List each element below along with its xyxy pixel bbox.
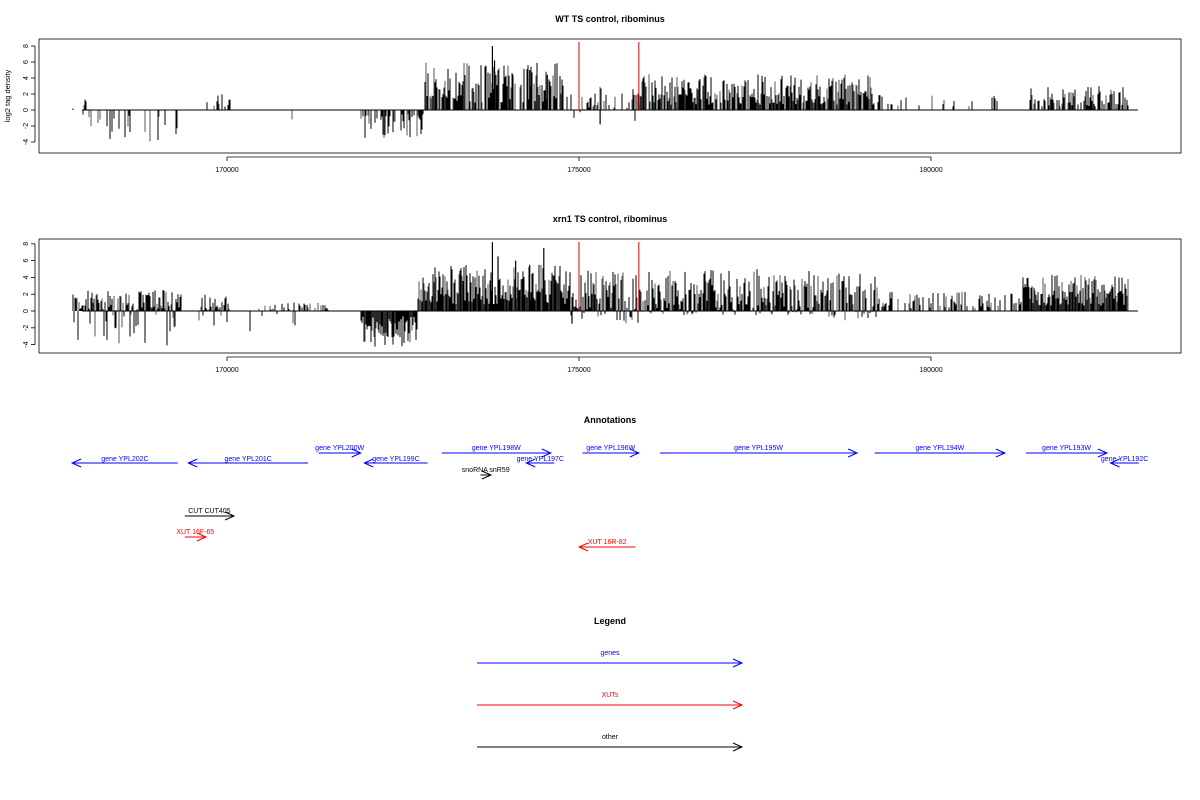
y-tick-label: 8 xyxy=(23,44,30,48)
feature-gene-ypl201c: gene YPL201C xyxy=(187,456,308,468)
wt-track-plot-frame xyxy=(38,38,1182,154)
feature-label: gene YPL196W xyxy=(586,445,635,452)
feature-label: gene YPL194W xyxy=(915,445,964,452)
feature-label: gene YPL199C xyxy=(372,456,419,463)
y-tick-label: 6 xyxy=(23,259,30,263)
feature-label: gene YPL193W xyxy=(1042,445,1091,452)
legend-title: Legend xyxy=(594,616,626,626)
feature-gene-ypl194w: gene YPL194W xyxy=(874,445,1007,458)
y-tick-label: 2 xyxy=(23,92,30,96)
xrn1-track-bars xyxy=(72,242,1129,347)
legend-arrow-head xyxy=(732,700,744,710)
feature-label: gene YPL197C xyxy=(517,456,564,463)
wt-track-y-axis: -4 -2 0 2 4 6 8 xyxy=(23,44,36,145)
feature-label: XUT 16F-65 xyxy=(176,529,214,536)
feature-gene-ypl193w: gene YPL193W xyxy=(1026,445,1109,458)
y-tick-label: 2 xyxy=(23,292,30,296)
feature-arrow-head xyxy=(629,448,641,458)
feature-arrow-head xyxy=(351,448,362,458)
feature-gene-ypl197c: gene YPL197C xyxy=(517,456,564,468)
x-tick-label: 170000 xyxy=(215,367,238,374)
feature-label: gene YPL200W xyxy=(315,445,364,452)
feature-snorna-snr59: snoRNA snR59 xyxy=(462,467,510,480)
feature-gene-ypl196w: gene YPL196W xyxy=(582,445,641,458)
x-tick-label: 170000 xyxy=(215,167,238,174)
feature-arrow-head xyxy=(196,532,208,542)
y-tick-label: 8 xyxy=(23,242,30,246)
feature-arrow-head xyxy=(187,458,198,468)
annotations-panel: Annotations gene YPL202C gene YPL201Cgene… xyxy=(70,415,1148,552)
feature-label: gene YPL195W xyxy=(734,445,783,452)
legend-arrow-head xyxy=(732,658,744,668)
wt-track-markers xyxy=(578,42,640,110)
feature-gene-ypl200w: gene YPL200W xyxy=(315,445,364,458)
wt-track-bars xyxy=(72,46,1129,142)
legend-arrow-head xyxy=(732,742,744,752)
feature-arrow-head xyxy=(224,511,236,521)
legend-panel: Legend genes XUTs other xyxy=(477,616,744,752)
y-tick-label: 0 xyxy=(23,309,30,313)
y-tick-label: -4 xyxy=(23,139,30,145)
legend-item-label: other xyxy=(602,734,619,741)
feature-gene-ypl202c: gene YPL202C xyxy=(70,456,178,468)
feature-gene-ypl195w: gene YPL195W xyxy=(659,445,859,458)
legend-item-xuts: XUTs xyxy=(477,692,744,710)
wt-track-panel: WT TS control, ribominus log2 tag densit… xyxy=(3,14,1182,174)
feature-arrow-head xyxy=(1109,458,1120,468)
annotations-title: Annotations xyxy=(584,415,637,425)
y-tick-label: -2 xyxy=(23,325,30,331)
feature-arrow-head xyxy=(577,542,589,552)
feature-arrow-head xyxy=(541,448,553,458)
y-tick-label: 6 xyxy=(23,60,30,64)
wt-track-ylabel: log2 tag density xyxy=(3,69,12,122)
feature-arrow-head xyxy=(1097,448,1109,458)
y-tick-label: -2 xyxy=(23,123,30,129)
legend-item-other: other xyxy=(477,734,744,752)
xrn1-track-y-axis: -4 -2 0 2 4 6 8 xyxy=(23,242,36,348)
xrn1-track-title: xrn1 TS control, ribominus xyxy=(553,214,668,224)
y-tick-label: 4 xyxy=(23,275,30,279)
x-tick-label: 180000 xyxy=(919,167,942,174)
x-tick-label: 175000 xyxy=(567,167,590,174)
feature-label: snoRNA snR59 xyxy=(462,467,510,474)
feature-cut-cut405: CUT CUT405 xyxy=(184,508,236,521)
y-tick-label: 0 xyxy=(23,108,30,112)
xrn1-track-markers xyxy=(578,242,640,311)
feature-gene-ypl199c: gene YPL199C xyxy=(363,456,428,468)
feature-arrow-head xyxy=(524,458,536,468)
wt-track-title: WT TS control, ribominus xyxy=(555,14,665,24)
feature-label: gene YPL198W xyxy=(472,445,521,452)
legend-item-label: XUTs xyxy=(602,692,619,699)
xrn1-track-plot-frame xyxy=(38,238,1182,354)
legend-items: genes XUTs other xyxy=(477,650,744,752)
feature-gene-ypl192c: gene YPL192C xyxy=(1101,456,1148,468)
legend-item-genes: genes xyxy=(477,650,744,668)
feature-label: CUT CUT405 xyxy=(188,508,230,515)
xrn1-track-x-axis: 170000 175000 180000 xyxy=(215,356,943,374)
y-tick-label: -4 xyxy=(23,341,30,347)
feature-xut-16r-82: XUT 16R-82 xyxy=(577,539,636,552)
xrn1-track-panel: xrn1 TS control, ribominus -4 -2 0 2 4 6 8 170… xyxy=(23,214,1182,374)
x-tick-label: 180000 xyxy=(919,367,942,374)
feature-label: gene YPL202C xyxy=(101,456,148,463)
x-tick-label: 175000 xyxy=(567,367,590,374)
feature-arrow-head xyxy=(70,458,82,468)
feature-arrow-head xyxy=(995,448,1007,458)
feature-label: gene YPL192C xyxy=(1101,456,1148,463)
feature-arrow-head xyxy=(481,470,493,480)
feature-label: gene YPL201C xyxy=(224,456,271,463)
feature-gene-ypl198w: gene YPL198W xyxy=(441,445,553,458)
feature-arrow-head xyxy=(847,448,859,458)
wt-track-x-axis: 170000 175000 180000 xyxy=(215,156,943,174)
feature-arrows: gene YPL202C gene YPL201C gene YPL200W gene… xyxy=(70,445,1148,552)
feature-arrow-head xyxy=(363,458,374,468)
legend-item-label: genes xyxy=(600,650,620,657)
feature-xut-16f-65: XUT 16F-65 xyxy=(176,529,214,542)
feature-label: XUT 16R-82 xyxy=(588,539,627,546)
y-tick-label: 4 xyxy=(23,76,30,80)
